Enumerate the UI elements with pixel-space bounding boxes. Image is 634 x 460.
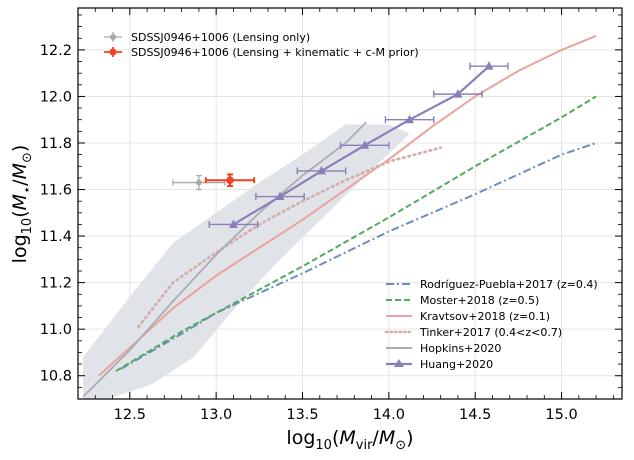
legend-entry-lensing-only: SDSSJ0946+1006 (Lensing only) [104, 31, 310, 44]
legend-entry-hopkins: Hopkins+2020 [386, 342, 501, 355]
legend-entry-kravtsov: Kravtsov+2018 (z=0.1) [386, 310, 550, 323]
x-axis-label: log10(Mvir/M⊙) [286, 427, 413, 453]
x-tick-label: 13.0 [200, 407, 232, 423]
y-tick-label: 12.2 [40, 43, 72, 59]
y-tick-label: 11.6 [40, 183, 72, 199]
legend-entry-moster: Moster+2018 (z=0.5) [386, 294, 539, 307]
top-legend: SDSSJ0946+1006 (Lensing only) SDSSJ0946+… [104, 31, 419, 59]
legend-lensing-only-marker [110, 34, 116, 40]
huang-point-marker [317, 165, 327, 175]
legend-entry-huang: Huang+2020 [386, 358, 493, 371]
x-tick-label: 14.5 [459, 407, 491, 423]
huang-point-marker [484, 61, 494, 70]
x-tick-label: 12.5 [114, 407, 146, 423]
hopkins-band-layer [83, 124, 410, 399]
axis-ticks: 12.5 13.0 13.5 14.0 14.5 15.0 10.8 11.0 11.2 11.4… [40, 8, 622, 423]
grid-lines [78, 8, 622, 399]
legend-kravtsov-label: Kravtsov+2018 (z=0.1) [420, 310, 550, 323]
legend-lensing-kin-marker [109, 48, 117, 56]
legend-rodriguez-puebla-label: Rodríguez-Puebla+2017 (z=0.4) [420, 278, 598, 291]
series-line-rodr-guez-puebla-2017-z-0-4 [120, 142, 597, 370]
y-tick-label: 12.0 [40, 89, 72, 105]
lensing-kinematic-marker [226, 176, 234, 185]
marker-layer [172, 61, 509, 228]
y-tick-label: 11.8 [40, 136, 72, 152]
series-line-hopkins-2020 [82, 121, 368, 398]
series-line-moster-2018-z-0-5 [115, 95, 597, 372]
lensing-only-marker [195, 179, 202, 186]
plot-frame [77, 7, 623, 400]
legend-huang-label: Huang+2020 [420, 358, 493, 371]
x-tick-label: 13.5 [286, 407, 318, 423]
legend-moster-label: Moster+2018 (z=0.5) [420, 294, 539, 307]
huang-point-marker [453, 89, 463, 98]
bottom-legend: Rodríguez-Puebla+2017 (z=0.4) Moster+201… [384, 278, 598, 371]
huang-point-marker [405, 114, 415, 124]
series-line-kravtsov-2018-z-0-1 [98, 35, 597, 377]
legend-entry-rodriguez-puebla: Rodríguez-Puebla+2017 (z=0.4) [386, 278, 598, 291]
y-tick-label: 10.8 [40, 369, 72, 385]
y-tick-label: 11.2 [40, 276, 72, 292]
y-tick-label: 11.0 [40, 322, 72, 338]
hopkins-band [83, 124, 410, 399]
legend-entry-lensing-kin: SDSSJ0946+1006 (Lensing + kinematic + c-… [104, 46, 419, 59]
legend-hopkins-label: Hopkins+2020 [420, 342, 501, 355]
x-tick-label: 14.0 [373, 407, 405, 423]
huang-point-marker [360, 140, 370, 149]
legend-lensing-only-label: SDSSJ0946+1006 (Lensing only) [131, 31, 310, 44]
huang-point-marker [275, 191, 285, 201]
legend-huang-marker [394, 359, 404, 367]
huang-point-marker [228, 219, 238, 228]
series-line-tinker-2017-0-4-z-0-7 [137, 146, 443, 329]
legend-lensing-kin-label: SDSSJ0946+1006 (Lensing + kinematic + c-… [131, 46, 419, 59]
x-tick-label: 15.0 [545, 407, 577, 423]
legend-entry-tinker: Tinker+2017 (0.4<z<0.7) [384, 326, 562, 339]
y-axis-label: log10(M⋆/M⊙) [9, 145, 35, 264]
legend-tinker-label: Tinker+2017 (0.4<z<0.7) [419, 326, 562, 339]
y-tick-label: 11.4 [40, 229, 72, 245]
